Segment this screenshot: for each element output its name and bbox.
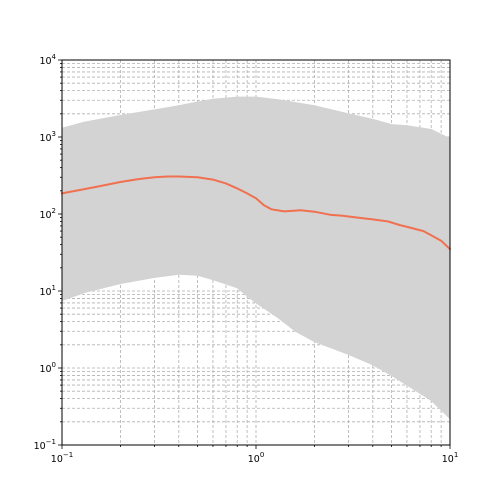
axis-ticks: 10−1 100 101 10−1 100 101 102 103 104	[34, 53, 459, 465]
y-tick-label: 102	[39, 207, 56, 221]
y-tick-label: 104	[39, 53, 56, 67]
y-tick-label: 103	[39, 130, 56, 144]
y-tick-label: 10−1	[34, 438, 56, 452]
x-tick-label: 101	[442, 451, 459, 465]
y-tick-label: 100	[39, 361, 56, 375]
series-line-0	[61, 175, 451, 251]
series-lines	[61, 175, 451, 251]
x-tick-label: 100	[248, 451, 265, 465]
y-tick-label: 101	[39, 284, 56, 298]
x-tick-label: 10−1	[51, 451, 73, 465]
